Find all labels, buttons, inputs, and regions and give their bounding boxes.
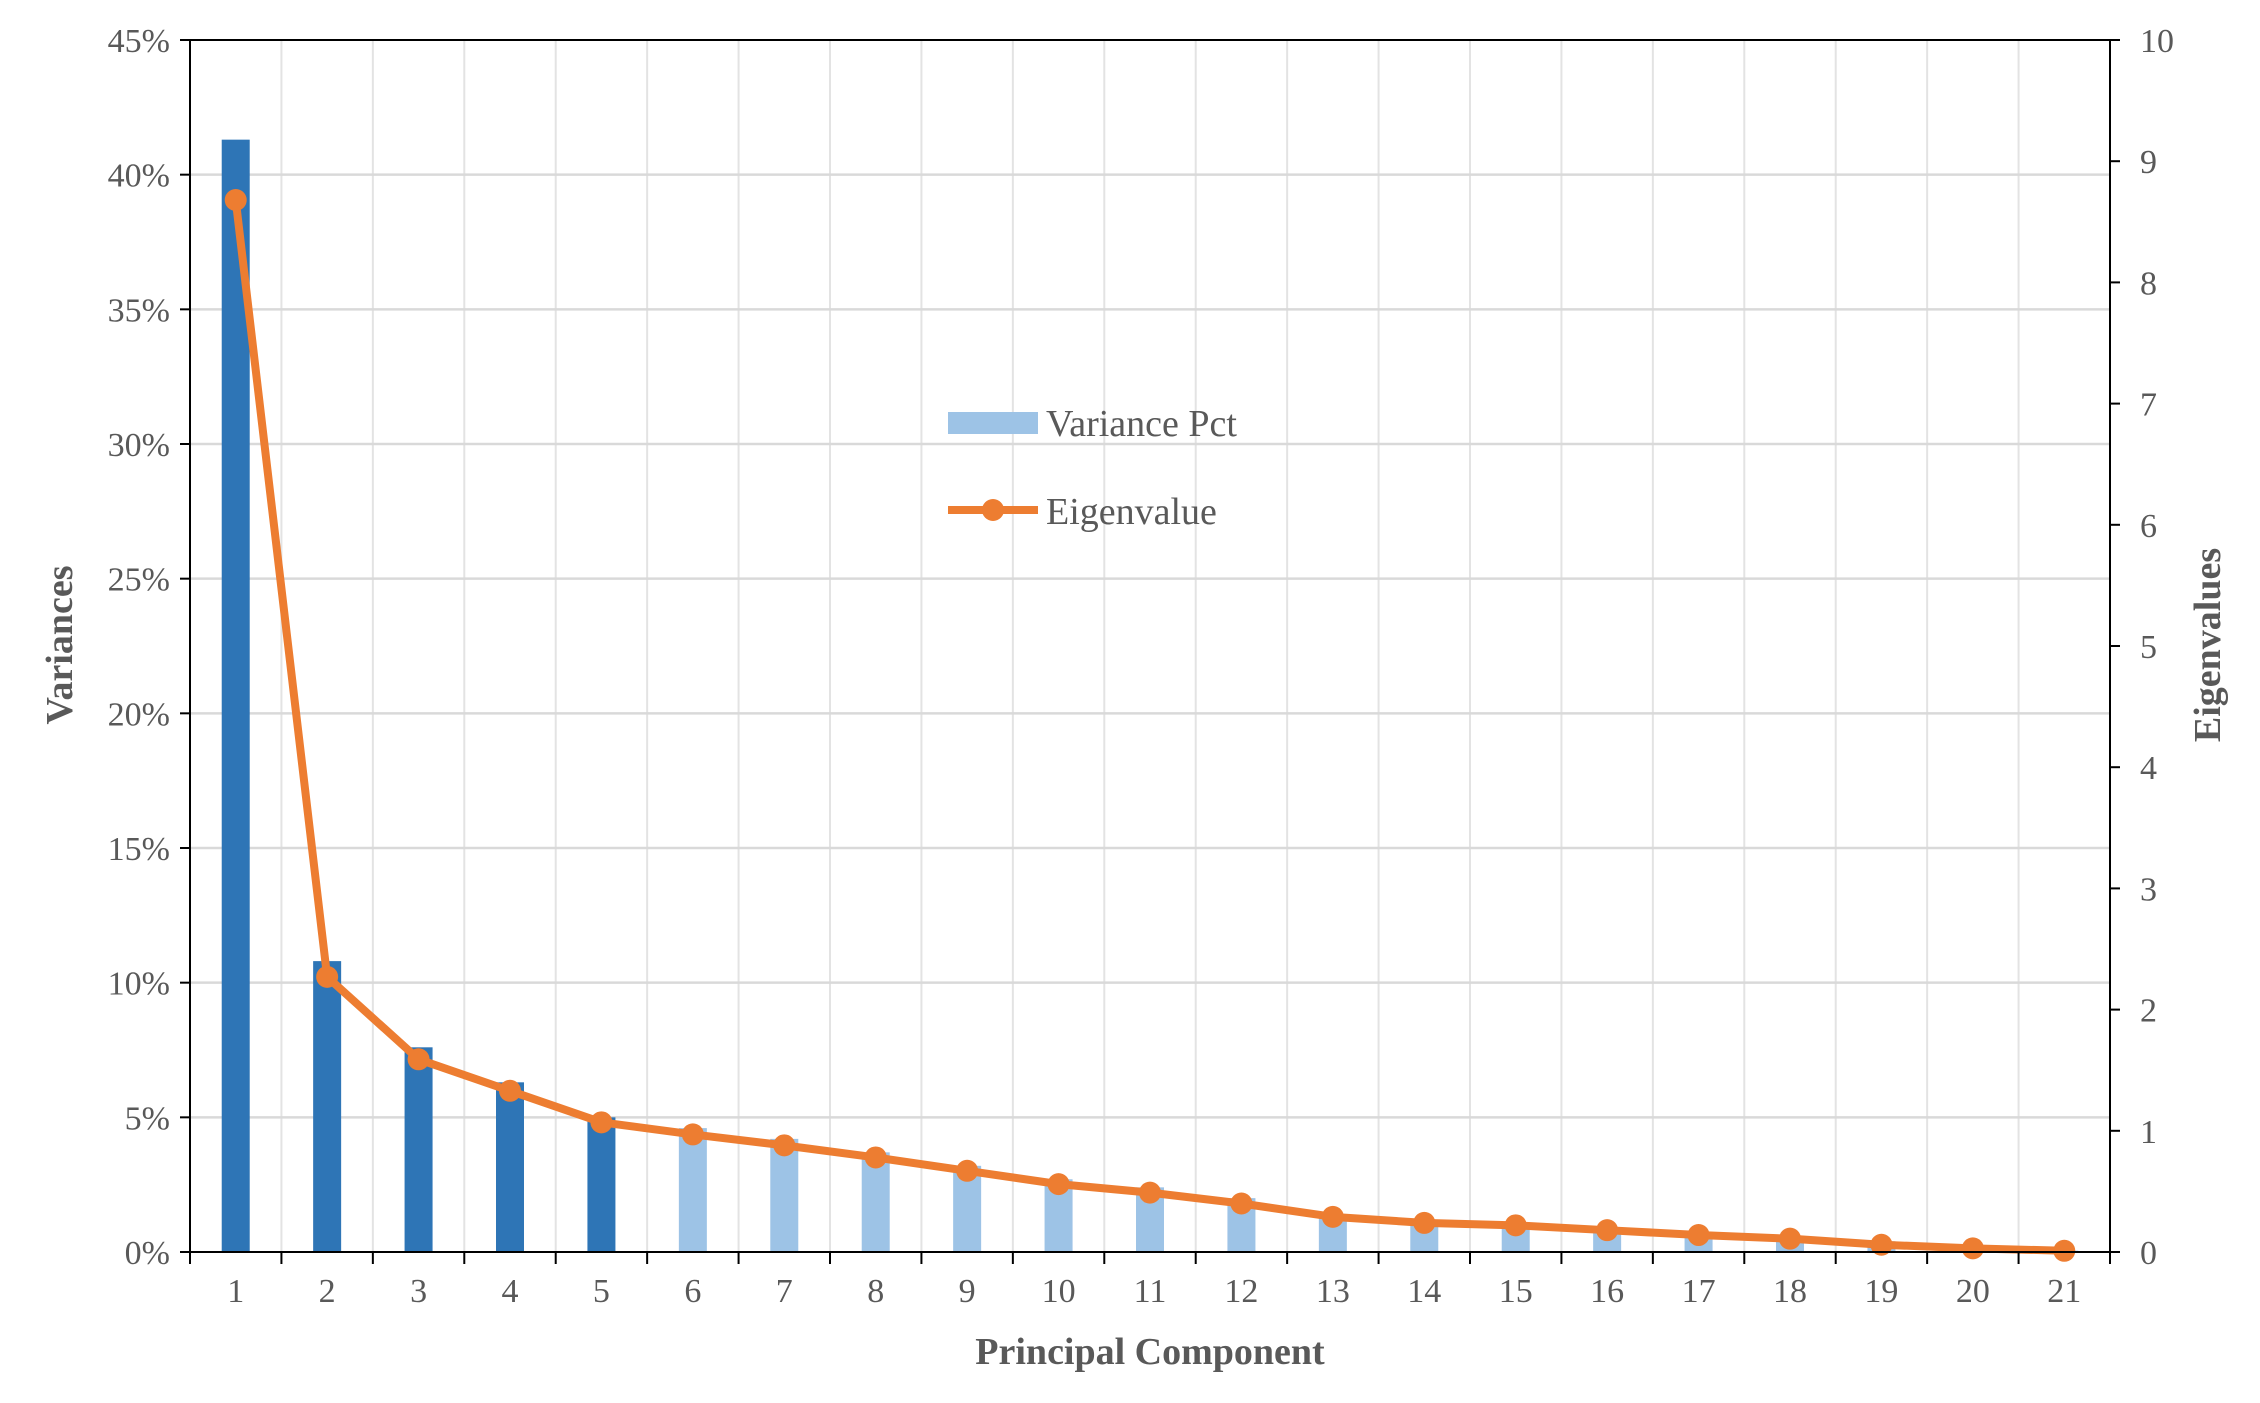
right-y-tick-label: 6 — [2140, 508, 2157, 545]
right-y-tick-label: 5 — [2140, 629, 2157, 666]
eigenvalue-point — [1870, 1233, 1893, 1256]
right-y-tick-label: 8 — [2140, 265, 2157, 302]
x-tick-label: 19 — [1864, 1273, 1898, 1310]
variance-bar — [221, 139, 250, 1253]
right-y-tick-label: 0 — [2140, 1235, 2157, 1272]
eigenvalue-point — [1139, 1181, 1161, 1204]
left-y-tick-label: 30% — [108, 427, 170, 464]
x-tick-label: 11 — [1134, 1273, 1167, 1310]
eigenvalue-point — [499, 1079, 521, 1102]
left-y-tick-label: 10% — [108, 966, 170, 1003]
left-y-tick-label: 20% — [108, 696, 170, 733]
x-tick-label: 18 — [1773, 1273, 1807, 1310]
right-y-tick-label: 3 — [2140, 871, 2157, 908]
eigenvalue-point — [1413, 1211, 1436, 1234]
left-y-tick-label: 45% — [108, 23, 170, 60]
x-tick-label: 15 — [1499, 1273, 1533, 1310]
variance-bar — [496, 1082, 524, 1252]
left-y-tick-label: 40% — [108, 158, 170, 195]
legend-label-variance: Variance Pct — [1046, 403, 1237, 445]
legend: Variance Pct Eigenvalue — [948, 403, 1237, 533]
x-tick-label: 12 — [1224, 1273, 1258, 1310]
x-tick-label: 6 — [684, 1273, 701, 1310]
eigenvalue-point — [1687, 1224, 1710, 1247]
legend-swatch-eigenvalue-marker — [982, 499, 1004, 521]
variance-bars — [221, 139, 2079, 1253]
left-y-tick-label: 15% — [108, 831, 170, 868]
variance-bar — [770, 1138, 799, 1252]
eigenvalue-point — [773, 1134, 796, 1157]
x-tick-label: 2 — [319, 1273, 336, 1310]
eigenvalue-point — [681, 1123, 704, 1146]
legend-swatch-variance — [948, 412, 1038, 434]
x-tick-label: 4 — [502, 1273, 519, 1310]
right-y-tick-label: 10 — [2140, 23, 2174, 60]
eigenvalue-line — [224, 188, 2076, 1262]
eigenvalue-point — [2053, 1239, 2076, 1262]
eigenvalue-point — [1321, 1205, 1344, 1228]
eigenvalue-point — [407, 1048, 430, 1071]
eigenvalue-point — [1047, 1173, 1070, 1196]
left-y-axis-title: Variances — [39, 565, 81, 724]
x-tick-label: 5 — [593, 1273, 610, 1310]
x-tick-label: 10 — [1042, 1273, 1076, 1310]
left-y-tick-label: 0% — [125, 1235, 170, 1272]
eigenvalue-point — [1596, 1219, 1619, 1242]
x-tick-label: 9 — [959, 1273, 976, 1310]
x-tick-label: 3 — [410, 1273, 427, 1310]
eigenvalue-point — [316, 965, 339, 988]
eigenvalue-point — [590, 1111, 613, 1134]
x-axis-title: Principal Component — [975, 1331, 1325, 1373]
tick-labels: 1 2 3 4 5 6 7 8 9 10 11 12 13 14 15 16 17 18 19 20 210%5%10%… — [108, 23, 2174, 1310]
right-y-axis-title: Eigenvalues — [2187, 548, 2229, 742]
x-tick-label: 20 — [1956, 1273, 1990, 1310]
x-tick-label: 17 — [1682, 1273, 1716, 1310]
variance-bar — [404, 1047, 433, 1252]
x-tick-label: 8 — [867, 1273, 884, 1310]
left-y-tick-label: 5% — [125, 1100, 170, 1137]
variance-bar — [587, 1117, 616, 1252]
eigenvalue-point — [1504, 1214, 1527, 1237]
x-tick-label: 13 — [1316, 1273, 1350, 1310]
grid — [190, 40, 2110, 1252]
variance-bar — [678, 1128, 707, 1252]
x-tick-label: 14 — [1407, 1273, 1441, 1310]
variance-bar — [313, 961, 342, 1252]
axes — [180, 39, 2120, 1264]
left-y-tick-label: 25% — [108, 562, 170, 599]
x-tick-label: 21 — [2047, 1273, 2081, 1310]
x-tick-label: 16 — [1590, 1273, 1624, 1310]
right-y-tick-label: 2 — [2140, 993, 2157, 1030]
eigenvalue-point — [1961, 1237, 1984, 1260]
eigenvalue-point — [1779, 1227, 1801, 1250]
x-tick-label: 7 — [776, 1273, 793, 1310]
eigenvalue-point — [1230, 1192, 1253, 1215]
right-y-tick-label: 7 — [2140, 387, 2157, 424]
right-y-tick-label: 4 — [2140, 750, 2157, 787]
variance-bar — [861, 1152, 890, 1252]
x-tick-label: 1 — [227, 1273, 244, 1310]
eigenvalue-point — [224, 188, 247, 211]
eigenvalue-point — [956, 1159, 979, 1182]
right-y-tick-label: 1 — [2140, 1114, 2157, 1151]
legend-label-eigenvalue: Eigenvalue — [1046, 491, 1217, 533]
right-y-tick-label: 9 — [2140, 144, 2157, 181]
left-y-tick-label: 35% — [108, 292, 170, 329]
eigenvalue-point — [864, 1146, 887, 1169]
